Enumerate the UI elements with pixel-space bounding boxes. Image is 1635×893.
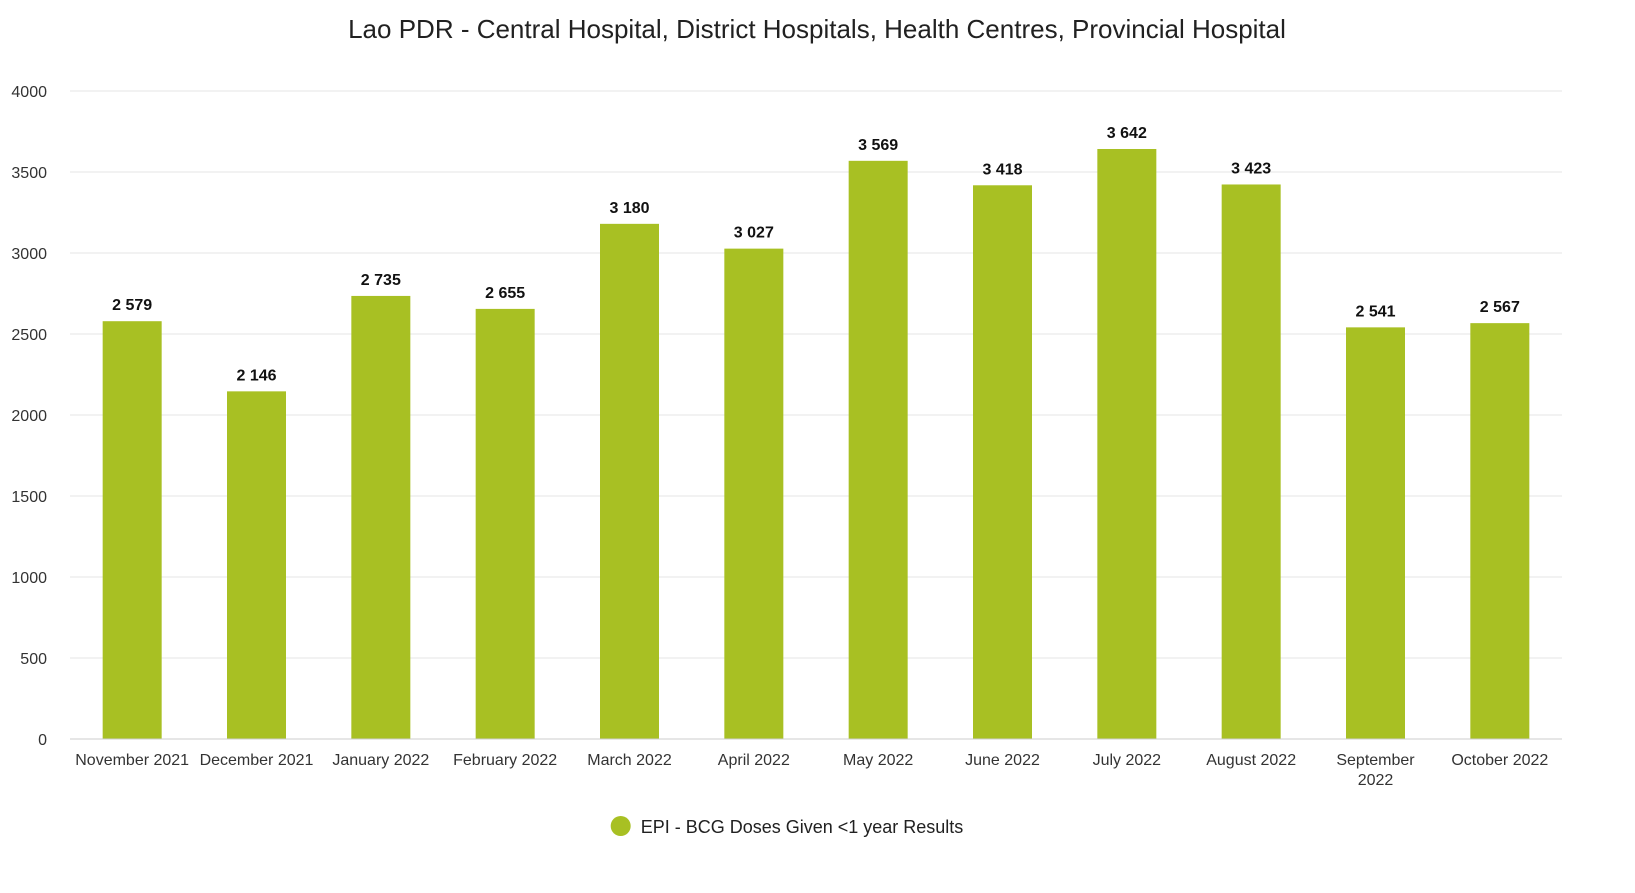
y-tick-label: 4000 [11, 84, 47, 101]
data-label: 3 027 [734, 225, 774, 242]
x-tick-label: September 2022 [1336, 752, 1415, 789]
data-label: 3 569 [858, 137, 898, 154]
x-tick-label: August 2022 [1206, 752, 1296, 769]
legend-label: EPI - BCG Doses Given <1 year Results [641, 817, 964, 837]
bar[interactable] [973, 185, 1032, 739]
x-tick-label: November 2021 [75, 752, 189, 769]
data-label: 2 735 [361, 272, 401, 289]
x-tick-label-line: March 2022 [587, 752, 672, 769]
y-tick-label: 0 [38, 732, 47, 749]
y-tick-label: 3500 [11, 165, 47, 182]
data-label: 3 423 [1231, 160, 1271, 177]
y-axis-ticks: 0 500 1000 1500 2000 2500 3000 3500 4000 [11, 84, 47, 749]
x-tick-label-line: December 2021 [200, 752, 314, 769]
bar[interactable] [600, 223, 659, 740]
data-label: 2 541 [1355, 303, 1395, 320]
bar[interactable] [1470, 323, 1530, 739]
x-tick-label-line: April 2022 [718, 752, 790, 769]
x-tick-label-line: August 2022 [1206, 752, 1296, 769]
bar[interactable] [724, 248, 784, 739]
x-axis-ticks: November 2021 December 2021 January 2022 Fe… [75, 752, 1548, 789]
data-label: 2 146 [236, 367, 276, 384]
bar[interactable] [102, 321, 162, 739]
legend[interactable]: EPI - BCG Doses Given <1 year Results [610, 816, 964, 837]
y-tick-label: 1500 [11, 489, 47, 506]
x-tick-label-line: February 2022 [453, 752, 557, 769]
data-label: 2 567 [1480, 299, 1520, 316]
bars [102, 148, 1530, 740]
data-label: 3 642 [1107, 125, 1147, 142]
x-tick-label-line: September [1336, 752, 1415, 769]
x-tick-label: July 2022 [1093, 752, 1162, 769]
y-tick-label: 2500 [11, 327, 47, 344]
x-tick-label: June 2022 [965, 752, 1040, 769]
x-tick-label-line: November 2021 [75, 752, 189, 769]
chart-title: Lao PDR - Central Hospital, District Hos… [348, 14, 1286, 44]
data-label: 2 579 [112, 297, 152, 314]
x-tick-label-line: June 2022 [965, 752, 1040, 769]
data-label: 3 180 [609, 200, 649, 217]
x-tick-label-line: October 2022 [1451, 752, 1548, 769]
x-tick-label: January 2022 [332, 752, 429, 769]
x-tick-label: December 2021 [200, 752, 314, 769]
bar[interactable] [1097, 148, 1157, 740]
legend-swatch-icon [610, 816, 631, 836]
y-tick-label: 1000 [11, 570, 47, 587]
x-tick-label-line: January 2022 [332, 752, 429, 769]
y-tick-label: 2000 [11, 408, 47, 425]
y-tick-label: 500 [20, 651, 47, 668]
x-tick-label: May 2022 [843, 752, 913, 769]
y-tick-label: 3000 [11, 246, 47, 263]
bar[interactable] [227, 391, 286, 739]
bar[interactable] [1221, 184, 1281, 739]
data-labels: 2 579 2 146 2 735 2 655 3 180 3 027 3 569 3 418… [112, 125, 1520, 384]
x-tick-label-line: July 2022 [1093, 752, 1162, 769]
bar[interactable] [351, 295, 411, 739]
x-tick-label-line: May 2022 [843, 752, 913, 769]
bar[interactable] [848, 160, 908, 739]
bar[interactable] [1346, 327, 1405, 739]
gridlines [70, 90, 1562, 659]
x-tick-label: October 2022 [1451, 752, 1548, 769]
x-tick-label: March 2022 [587, 752, 672, 769]
data-label: 2 655 [485, 285, 525, 302]
x-tick-label: April 2022 [718, 752, 790, 769]
x-tick-label-line: 2022 [1358, 772, 1394, 789]
data-label: 3 418 [982, 161, 1022, 178]
x-tick-label: February 2022 [453, 752, 557, 769]
bar[interactable] [475, 308, 535, 739]
